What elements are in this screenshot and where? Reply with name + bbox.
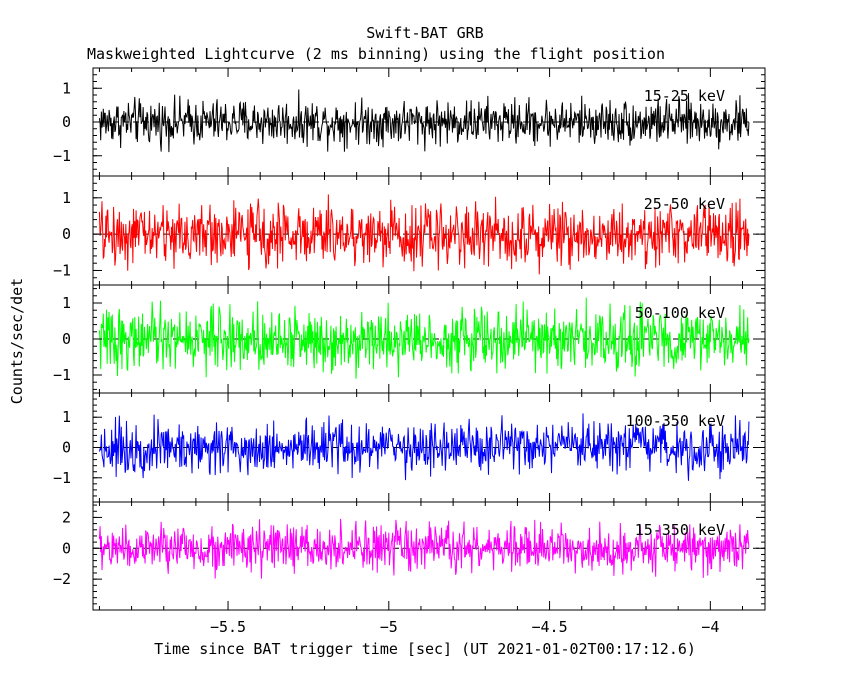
y-tick-label: 0 [62, 539, 71, 557]
series-line [98, 518, 750, 579]
series-line [98, 297, 750, 379]
series-label: 25-50 keV [644, 195, 725, 213]
y-tick-label: 1 [62, 79, 71, 97]
y-tick-label: −1 [53, 261, 71, 279]
y-tick-label: 1 [62, 294, 71, 312]
series-label: 50-100 keV [635, 304, 725, 322]
x-tick-label: −5.5 [210, 618, 246, 636]
series-label: 15-25 keV [644, 87, 725, 105]
y-tick-label: 1 [62, 408, 71, 426]
panel-2: 25-50 keV −1 0 1 [53, 175, 766, 286]
y-tick-label: 0 [62, 330, 71, 348]
series-line [98, 89, 750, 153]
series-line [98, 194, 750, 275]
series-label: 15-350 keV [635, 521, 725, 539]
panel-1: 15-25 keV −1 0 1 [53, 67, 766, 177]
x-axis-label: Time since BAT trigger time [sec] (UT 20… [154, 640, 696, 658]
panel-4: 100-350 keV −1 0 1 [53, 392, 766, 503]
x-tick-label: −4 [701, 618, 719, 636]
x-tick-label: −4.5 [532, 618, 568, 636]
x-tick-label: −5 [380, 618, 398, 636]
figure-title: Swift-BAT GRB [366, 24, 483, 42]
y-axis-label: Counts/sec/det [8, 278, 26, 404]
y-tick-label: 1 [62, 189, 71, 207]
panel-frame [92, 501, 766, 611]
y-tick-label: 0 [62, 225, 71, 243]
figure-subtitle: Maskweighted Lightcurve (2 ms binning) u… [87, 45, 665, 63]
panel-5: 15-350 keV −2 0 2 [53, 501, 766, 611]
y-tick-label: 0 [62, 113, 71, 131]
y-tick-label: −1 [53, 147, 71, 165]
series-line [98, 413, 750, 481]
y-tick-label: 0 [62, 439, 71, 457]
series-label: 100-350 keV [626, 412, 725, 430]
y-tick-label: 2 [62, 508, 71, 526]
panel-3: 50-100 keV −1 0 1 [53, 284, 766, 394]
y-tick-label: −1 [53, 469, 71, 487]
y-tick-label: −2 [53, 570, 71, 588]
y-tick-label: −1 [53, 366, 71, 384]
